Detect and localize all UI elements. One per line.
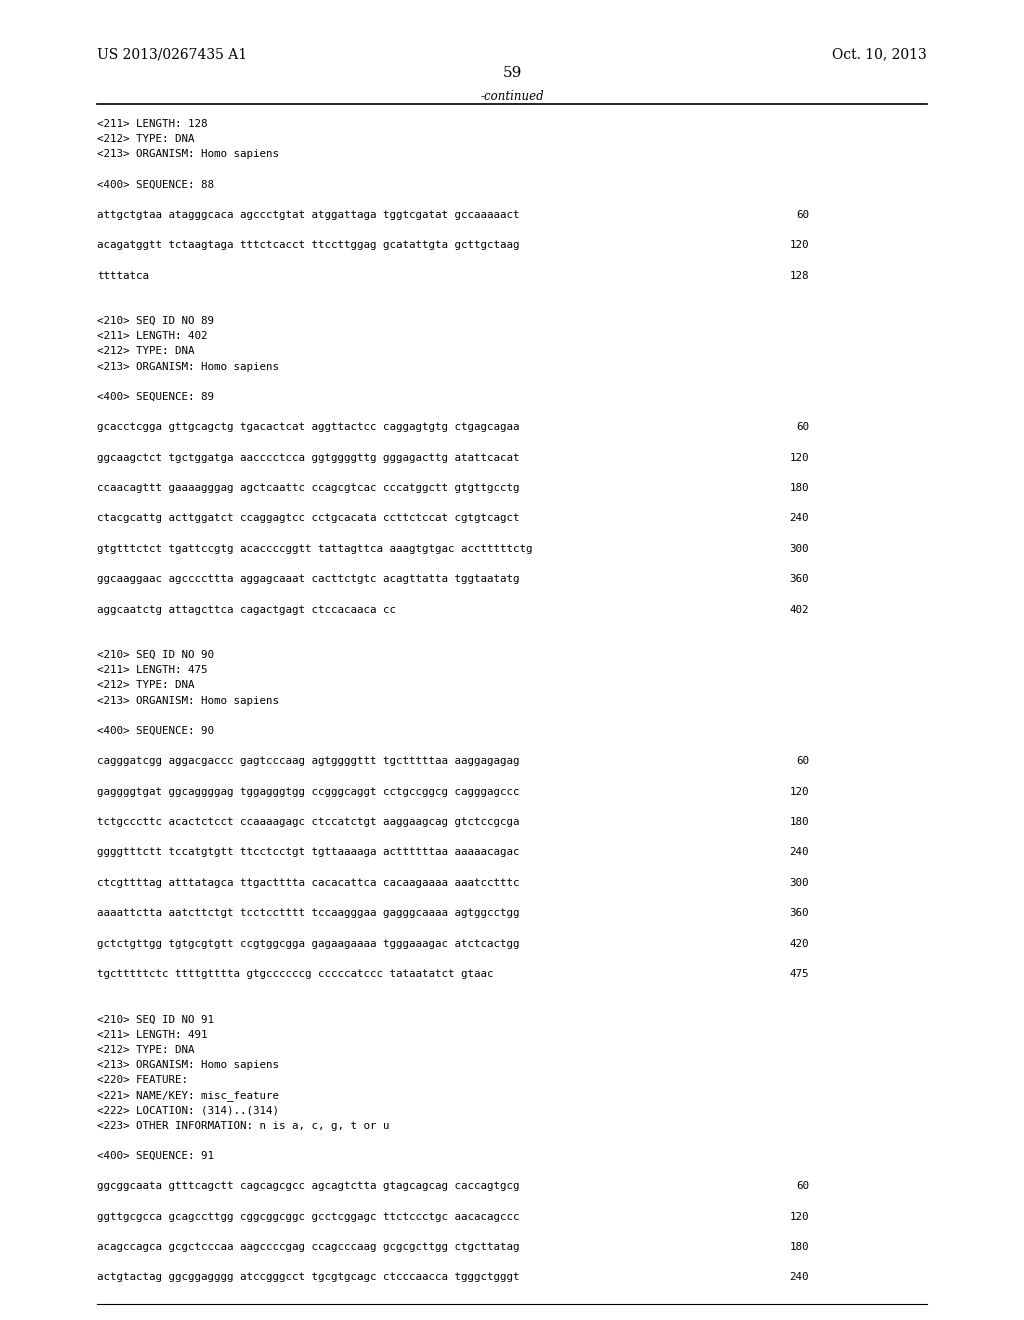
Text: 60: 60 bbox=[796, 422, 809, 433]
Text: ccaacagttt gaaaagggag agctcaattc ccagcgtcac cccatggctt gtgttgcctg: ccaacagttt gaaaagggag agctcaattc ccagcgt… bbox=[97, 483, 520, 494]
Text: <210> SEQ ID NO 90: <210> SEQ ID NO 90 bbox=[97, 649, 214, 660]
Text: ctcgttttag atttatagca ttgactttta cacacattca cacaagaaaa aaatcctttc: ctcgttttag atttatagca ttgactttta cacacat… bbox=[97, 878, 520, 888]
Text: tctgcccttc acactctcct ccaaaagagc ctccatctgt aaggaagcag gtctccgcga: tctgcccttc acactctcct ccaaaagagc ctccatc… bbox=[97, 817, 520, 828]
Text: aaaattctta aatcttctgt tcctcctttt tccaagggaa gagggcaaaa agtggcctgg: aaaattctta aatcttctgt tcctcctttt tccaagg… bbox=[97, 908, 520, 919]
Text: ggttgcgcca gcagccttgg cggcggcggc gcctcggagc ttctccctgc aacacagccc: ggttgcgcca gcagccttgg cggcggcggc gcctcgg… bbox=[97, 1212, 520, 1222]
Text: 300: 300 bbox=[790, 544, 809, 554]
Text: ggcggcaata gtttcagctt cagcagcgcc agcagtctta gtagcagcag caccagtgcg: ggcggcaata gtttcagctt cagcagcgcc agcagtc… bbox=[97, 1181, 520, 1192]
Text: <400> SEQUENCE: 88: <400> SEQUENCE: 88 bbox=[97, 180, 214, 190]
Text: ggcaaggaac agccccttta aggagcaaat cacttctgtc acagttatta tggtaatatg: ggcaaggaac agccccttta aggagcaaat cacttct… bbox=[97, 574, 520, 585]
Text: 402: 402 bbox=[790, 605, 809, 615]
Text: 475: 475 bbox=[790, 969, 809, 979]
Text: <213> ORGANISM: Homo sapiens: <213> ORGANISM: Homo sapiens bbox=[97, 149, 280, 160]
Text: 180: 180 bbox=[790, 483, 809, 494]
Text: US 2013/0267435 A1: US 2013/0267435 A1 bbox=[97, 48, 248, 62]
Text: 60: 60 bbox=[796, 210, 809, 220]
Text: -continued: -continued bbox=[480, 90, 544, 103]
Text: <210> SEQ ID NO 89: <210> SEQ ID NO 89 bbox=[97, 315, 214, 326]
Text: 120: 120 bbox=[790, 453, 809, 463]
Text: acagatggtt tctaagtaga tttctcacct ttccttggag gcatattgta gcttgctaag: acagatggtt tctaagtaga tttctcacct ttccttg… bbox=[97, 240, 520, 251]
Text: 128: 128 bbox=[790, 271, 809, 281]
Text: gtgtttctct tgattccgtg acaccccggtt tattagttca aaagtgtgac acctttttctg: gtgtttctct tgattccgtg acaccccggtt tattag… bbox=[97, 544, 532, 554]
Text: gctctgttgg tgtgcgtgtt ccgtggcgga gagaagaaaa tgggaaagac atctcactgg: gctctgttgg tgtgcgtgtt ccgtggcgga gagaaga… bbox=[97, 939, 520, 949]
Text: 180: 180 bbox=[790, 817, 809, 828]
Text: 240: 240 bbox=[790, 1272, 809, 1283]
Text: actgtactag ggcggagggg atccgggcct tgcgtgcagc ctcccaacca tgggctgggt: actgtactag ggcggagggg atccgggcct tgcgtgc… bbox=[97, 1272, 520, 1283]
Text: 60: 60 bbox=[796, 1181, 809, 1192]
Text: <210> SEQ ID NO 91: <210> SEQ ID NO 91 bbox=[97, 1014, 214, 1024]
Text: <221> NAME/KEY: misc_feature: <221> NAME/KEY: misc_feature bbox=[97, 1090, 280, 1101]
Text: <400> SEQUENCE: 89: <400> SEQUENCE: 89 bbox=[97, 392, 214, 403]
Text: <211> LENGTH: 491: <211> LENGTH: 491 bbox=[97, 1030, 208, 1040]
Text: ggggtttctt tccatgtgtt ttcctcctgt tgttaaaaga acttttttaa aaaaacagac: ggggtttctt tccatgtgtt ttcctcctgt tgttaaa… bbox=[97, 847, 520, 858]
Text: 120: 120 bbox=[790, 1212, 809, 1222]
Text: <220> FEATURE:: <220> FEATURE: bbox=[97, 1074, 188, 1085]
Text: gcacctcgga gttgcagctg tgacactcat aggttactcc caggagtgtg ctgagcagaa: gcacctcgga gttgcagctg tgacactcat aggttac… bbox=[97, 422, 520, 433]
Text: 240: 240 bbox=[790, 847, 809, 858]
Text: <212> TYPE: DNA: <212> TYPE: DNA bbox=[97, 346, 195, 356]
Text: <213> ORGANISM: Homo sapiens: <213> ORGANISM: Homo sapiens bbox=[97, 696, 280, 706]
Text: <213> ORGANISM: Homo sapiens: <213> ORGANISM: Homo sapiens bbox=[97, 1060, 280, 1071]
Text: <211> LENGTH: 128: <211> LENGTH: 128 bbox=[97, 119, 208, 129]
Text: 300: 300 bbox=[790, 878, 809, 888]
Text: <213> ORGANISM: Homo sapiens: <213> ORGANISM: Homo sapiens bbox=[97, 362, 280, 372]
Text: 60: 60 bbox=[796, 756, 809, 767]
Text: ctacgcattg acttggatct ccaggagtcc cctgcacata ccttctccat cgtgtcagct: ctacgcattg acttggatct ccaggagtcc cctgcac… bbox=[97, 513, 520, 524]
Text: ggcaagctct tgctggatga aacccctcca ggtggggttg gggagacttg atattcacat: ggcaagctct tgctggatga aacccctcca ggtgggg… bbox=[97, 453, 520, 463]
Text: acagccagca gcgctcccaa aagccccgag ccagcccaag gcgcgcttgg ctgcttatag: acagccagca gcgctcccaa aagccccgag ccagccc… bbox=[97, 1242, 520, 1253]
Text: 360: 360 bbox=[790, 574, 809, 585]
Text: aggcaatctg attagcttca cagactgagt ctccacaaca cc: aggcaatctg attagcttca cagactgagt ctccaca… bbox=[97, 605, 396, 615]
Text: <211> LENGTH: 475: <211> LENGTH: 475 bbox=[97, 665, 208, 676]
Text: attgctgtaa atagggcaca agccctgtat atggattaga tggtcgatat gccaaaaact: attgctgtaa atagggcaca agccctgtat atggatt… bbox=[97, 210, 520, 220]
Text: <400> SEQUENCE: 90: <400> SEQUENCE: 90 bbox=[97, 726, 214, 737]
Text: ttttatca: ttttatca bbox=[97, 271, 150, 281]
Text: 180: 180 bbox=[790, 1242, 809, 1253]
Text: gaggggtgat ggcaggggag tggagggtgg ccgggcaggt cctgccggcg cagggagccc: gaggggtgat ggcaggggag tggagggtgg ccgggca… bbox=[97, 787, 520, 797]
Text: <212> TYPE: DNA: <212> TYPE: DNA bbox=[97, 133, 195, 144]
Text: 420: 420 bbox=[790, 939, 809, 949]
Text: cagggatcgg aggacgaccc gagtcccaag agtggggttt tgctttttaa aaggagagag: cagggatcgg aggacgaccc gagtcccaag agtgggg… bbox=[97, 756, 520, 767]
Text: 120: 120 bbox=[790, 787, 809, 797]
Text: <211> LENGTH: 402: <211> LENGTH: 402 bbox=[97, 331, 208, 342]
Text: 360: 360 bbox=[790, 908, 809, 919]
Text: 240: 240 bbox=[790, 513, 809, 524]
Text: <222> LOCATION: (314)..(314): <222> LOCATION: (314)..(314) bbox=[97, 1105, 280, 1115]
Text: Oct. 10, 2013: Oct. 10, 2013 bbox=[831, 48, 927, 62]
Text: 120: 120 bbox=[790, 240, 809, 251]
Text: tgctttttctc ttttgtttta gtgccccccg cccccatccc tataatatct gtaac: tgctttttctc ttttgtttta gtgccccccg ccccca… bbox=[97, 969, 494, 979]
Text: <223> OTHER INFORMATION: n is a, c, g, t or u: <223> OTHER INFORMATION: n is a, c, g, t… bbox=[97, 1121, 390, 1131]
Text: <400> SEQUENCE: 91: <400> SEQUENCE: 91 bbox=[97, 1151, 214, 1162]
Text: 59: 59 bbox=[503, 66, 521, 81]
Text: <212> TYPE: DNA: <212> TYPE: DNA bbox=[97, 680, 195, 690]
Text: <212> TYPE: DNA: <212> TYPE: DNA bbox=[97, 1044, 195, 1055]
